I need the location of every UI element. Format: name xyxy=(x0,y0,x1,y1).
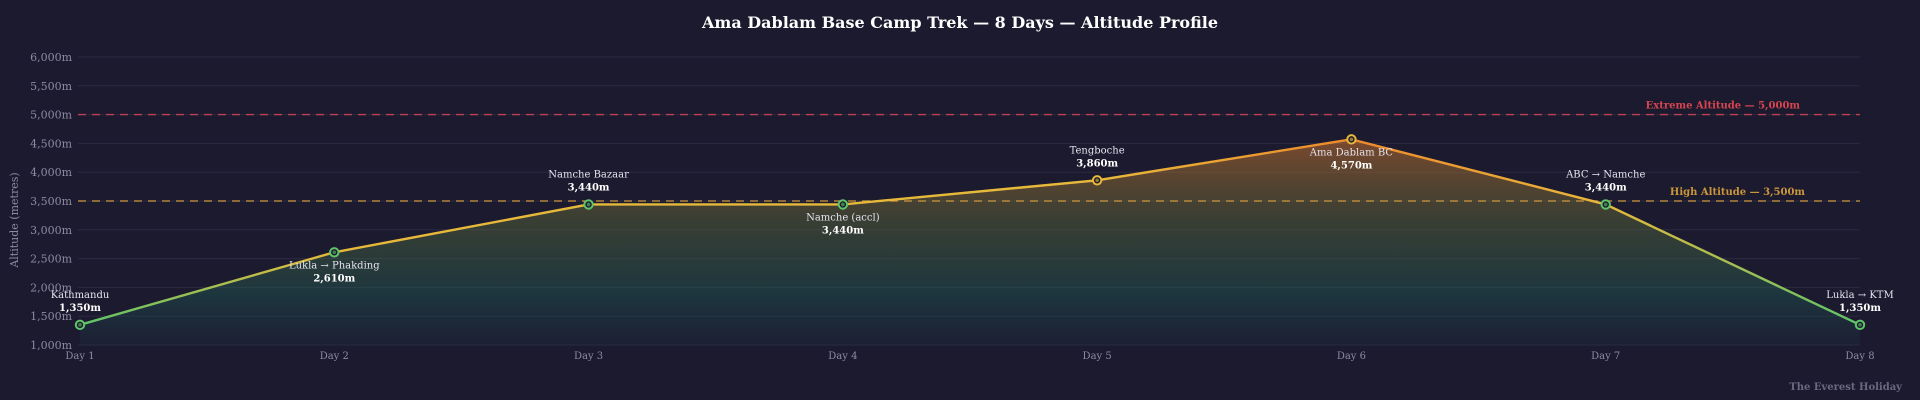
data-label-altitude: 3,860m xyxy=(1076,158,1118,169)
altitude-area-fill xyxy=(80,139,1860,345)
data-label-altitude: 3,440m xyxy=(822,225,864,236)
y-tick-label: 2,000m xyxy=(30,281,72,294)
data-labels: Kathmandu 1,350m Lukla → Phakding 2,610m Nam… xyxy=(51,145,1894,314)
altitude-line-segment xyxy=(1095,138,1353,182)
data-label-place: Namche (accl) xyxy=(806,212,880,223)
y-tick-label: 4,000m xyxy=(30,166,72,179)
data-point-core xyxy=(332,250,337,255)
data-point-core xyxy=(78,323,82,327)
data-label-altitude: 1,350m xyxy=(59,303,101,314)
data-label-place: Kathmandu xyxy=(51,290,110,301)
reference-line-label: High Altitude — 3,500m xyxy=(1670,187,1805,198)
y-tick-label: 5,500m xyxy=(30,80,72,93)
data-point-core xyxy=(1603,202,1608,207)
y-axis-label: Altitude (metres) xyxy=(8,172,21,268)
data-label-place: Lukla → KTM xyxy=(1826,290,1893,301)
data-point-core xyxy=(1858,323,1862,327)
data-label-altitude: 1,350m xyxy=(1839,303,1881,314)
altitude-area xyxy=(80,139,1860,345)
altitude-line-segment xyxy=(78,251,336,327)
altitude-line-segment xyxy=(1604,203,1862,327)
data-label-altitude: 3,440m xyxy=(1585,182,1627,193)
y-tick-label: 3,500m xyxy=(30,195,72,208)
chart-title: Ama Dablam Base Camp Trek — 8 Days — Alt… xyxy=(701,13,1218,32)
altitude-line-segment xyxy=(841,179,1099,206)
x-tick-label: Day 1 xyxy=(65,351,94,362)
data-label-place: Tengboche xyxy=(1070,145,1125,156)
y-tick-label: 6,000m xyxy=(30,51,72,64)
y-tick-label: 1,000m xyxy=(30,339,72,352)
x-axis-ticks: Day 1 Day 2 Day 3 Day 4 Day 5 Day 6 Day 7 Day 8 xyxy=(65,351,1874,362)
data-label-place: ABC → Namche xyxy=(1565,169,1645,180)
data-label-place: Lukla → Phakding xyxy=(289,260,380,271)
reference-lines: Extreme Altitude — 5,000m High Altitude —… xyxy=(78,101,1860,202)
reference-line-label: Extreme Altitude — 5,000m xyxy=(1646,101,1801,112)
data-point-core xyxy=(1095,178,1099,183)
y-tick-label: 5,000m xyxy=(30,109,72,122)
data-label-altitude: 2,610m xyxy=(313,273,355,284)
data-point-core xyxy=(586,202,591,207)
x-tick-label: Day 2 xyxy=(320,351,349,362)
x-tick-label: Day 7 xyxy=(1591,351,1620,362)
data-point-core xyxy=(1349,137,1354,142)
x-tick-label: Day 5 xyxy=(1083,351,1112,362)
altitude-line xyxy=(78,138,1862,327)
y-tick-label: 1,500m xyxy=(30,310,72,323)
data-label-place: Namche Bazaar xyxy=(548,169,629,180)
x-tick-label: Day 8 xyxy=(1845,351,1874,362)
x-tick-label: Day 3 xyxy=(574,351,603,362)
altitude-line-segment xyxy=(333,203,590,254)
y-axis-ticks: 1,000m 1,500m 2,000m 2,500m 3,000m 3,500m 4,00… xyxy=(30,51,72,352)
data-label-altitude: 4,570m xyxy=(1330,160,1372,171)
altitude-line-segment xyxy=(1350,138,1607,206)
x-tick-label: Day 4 xyxy=(828,351,857,362)
data-label-altitude: 3,440m xyxy=(568,182,610,193)
y-tick-label: 3,000m xyxy=(30,224,72,237)
data-points xyxy=(74,134,1866,331)
y-tick-label: 2,500m xyxy=(30,253,72,266)
data-point-core xyxy=(841,202,845,207)
data-label-place: Ama Dablam BC xyxy=(1309,147,1394,158)
x-tick-label: Day 6 xyxy=(1337,351,1366,362)
y-tick-label: 4,500m xyxy=(30,137,72,150)
watermark: The Everest Holiday xyxy=(1789,382,1903,393)
